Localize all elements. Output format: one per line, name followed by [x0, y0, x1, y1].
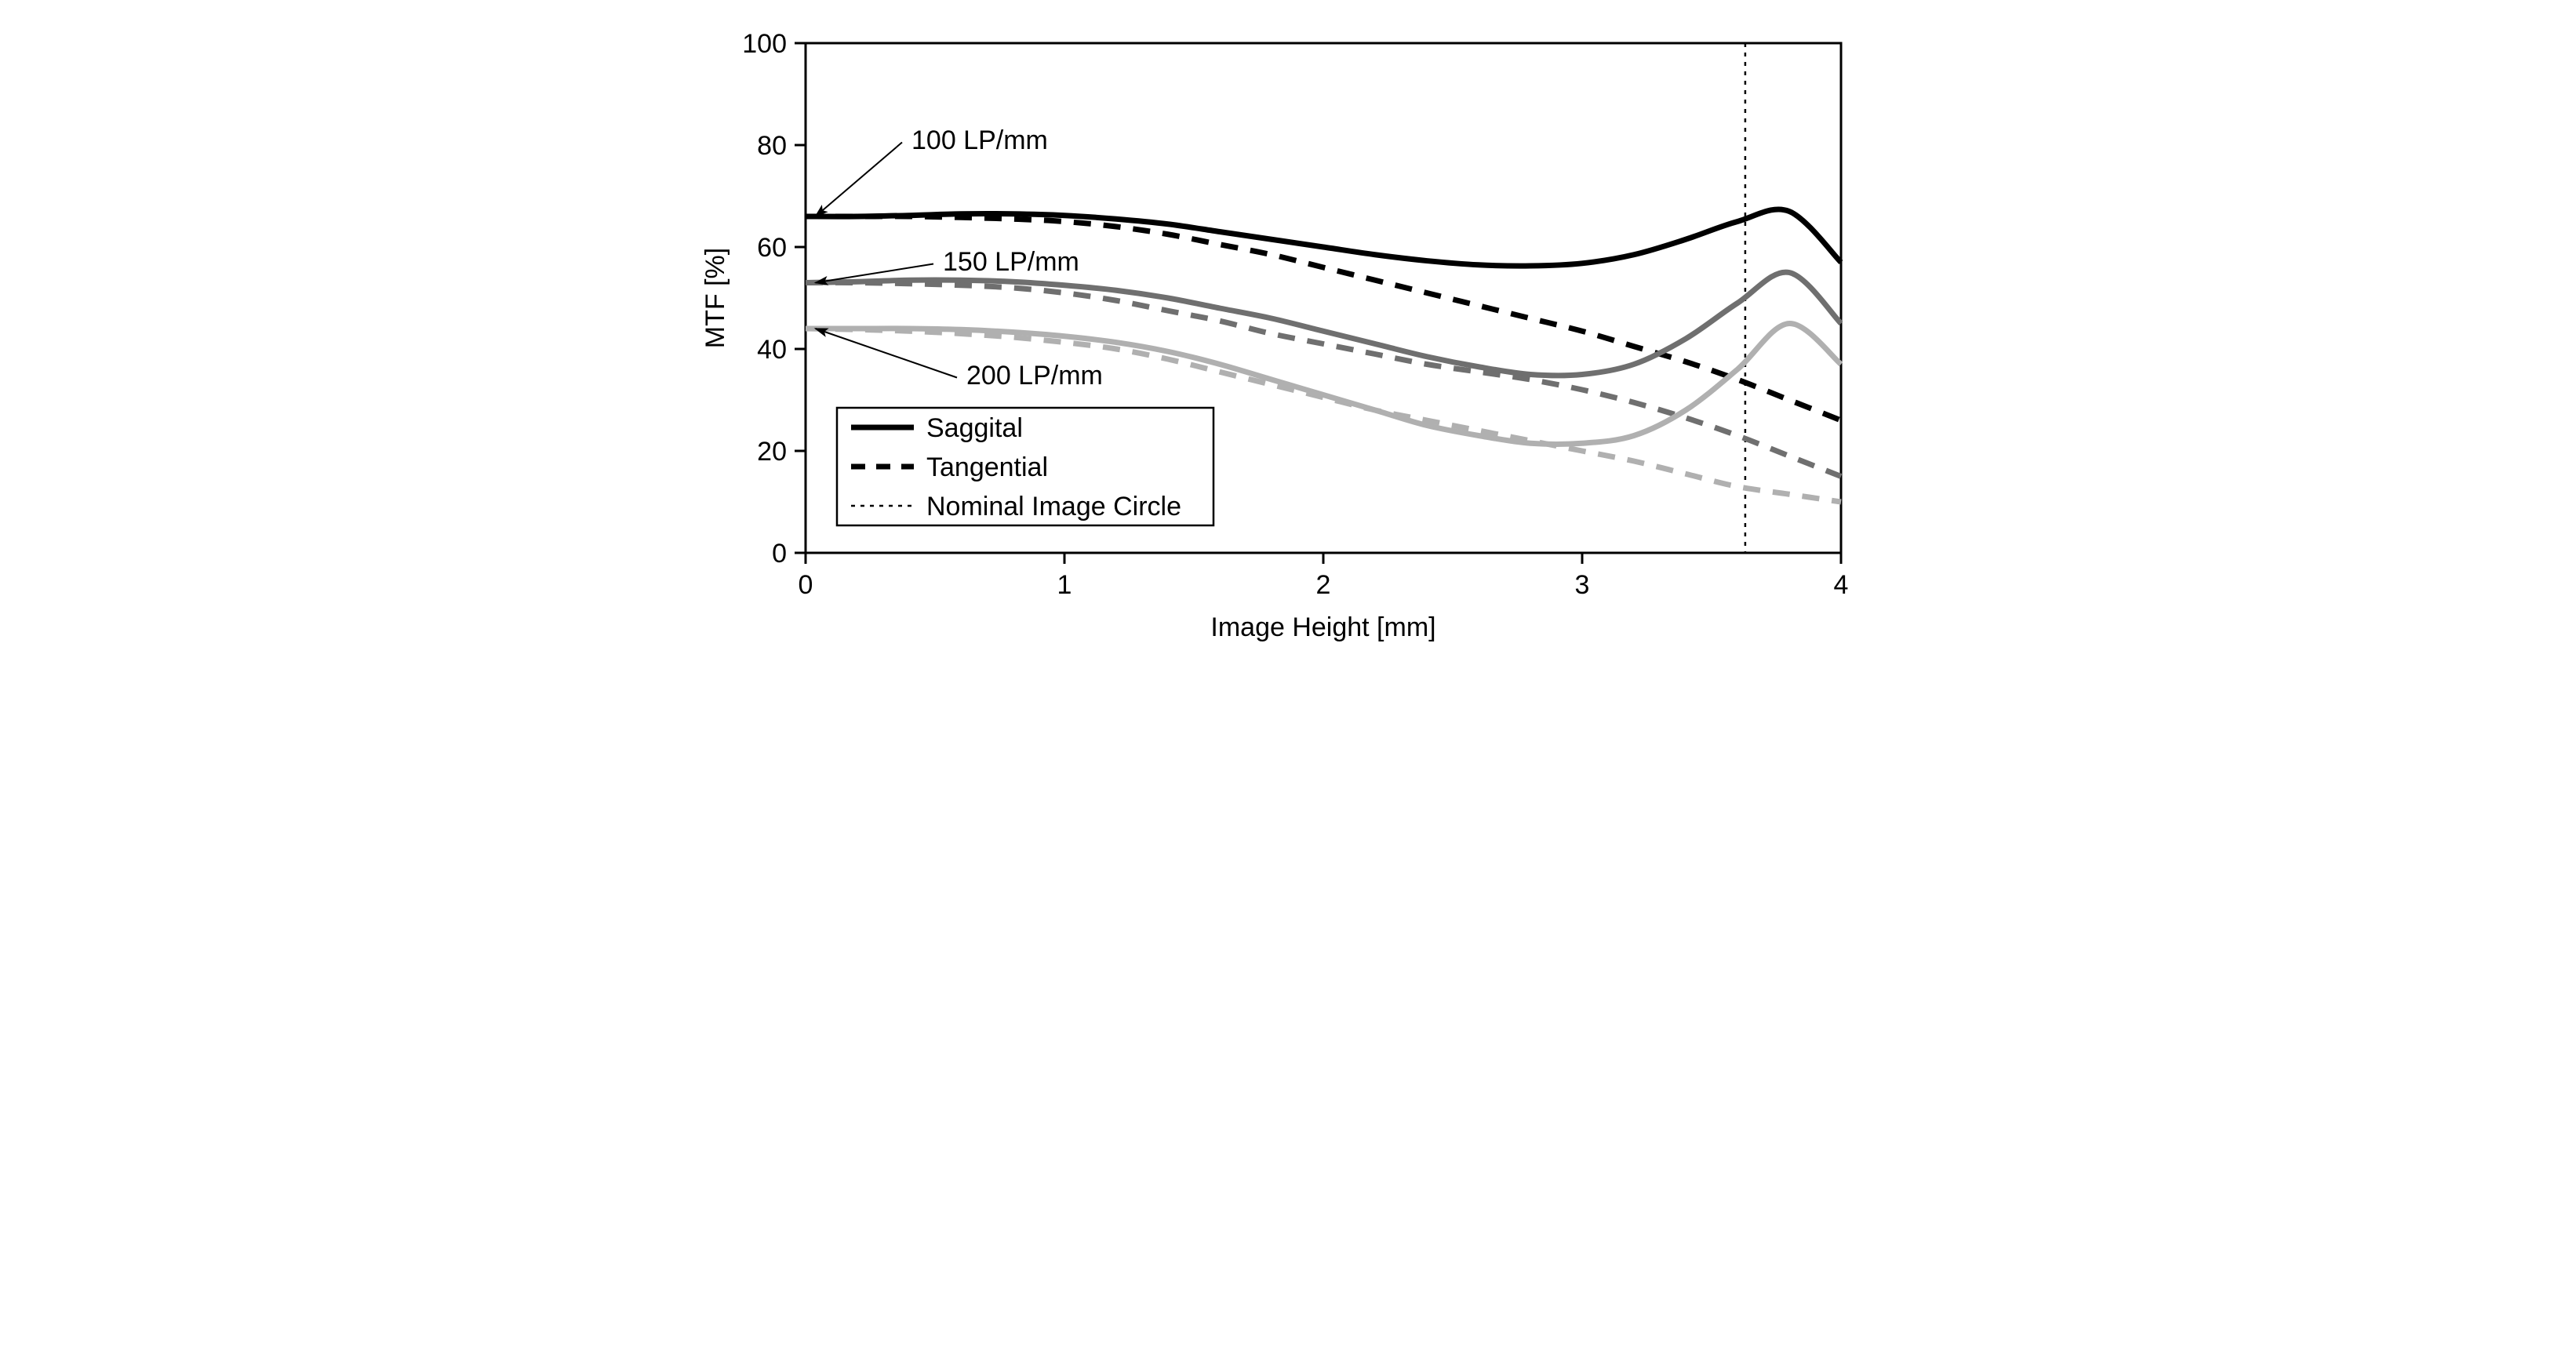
y-axis-label: MTF [%] — [700, 248, 730, 348]
legend-label: Saggital — [926, 413, 1023, 443]
x-axis-label: Image Height [mm] — [1210, 612, 1435, 642]
y-tick-label: 80 — [757, 131, 787, 161]
y-tick-label: 20 — [757, 437, 787, 467]
mtf-chart: 0 1 2 3 4 Image Height [mm] 0 20 40 60 80 100 MTF [%… — [676, 16, 1900, 661]
annotation-label: 200 LP/mm — [966, 361, 1103, 391]
x-tick-label: 4 — [1834, 570, 1849, 600]
y-tick-label: 100 — [742, 29, 787, 59]
x-tick-label: 3 — [1575, 570, 1590, 600]
legend-label: Nominal Image Circle — [926, 492, 1181, 521]
x-tick-label: 1 — [1057, 570, 1072, 600]
y-tick-label: 60 — [757, 233, 787, 263]
y-tick-label: 40 — [757, 335, 787, 365]
y-tick-label: 0 — [772, 539, 787, 569]
annotation-arrow — [816, 143, 902, 217]
x-tick-label: 2 — [1316, 570, 1331, 600]
legend-label: Tangential — [926, 452, 1048, 482]
annotation-label: 100 LP/mm — [911, 125, 1048, 155]
x-tick-label: 0 — [799, 570, 813, 600]
annotation-arrow — [816, 329, 957, 378]
annotation-label: 150 LP/mm — [943, 247, 1079, 277]
